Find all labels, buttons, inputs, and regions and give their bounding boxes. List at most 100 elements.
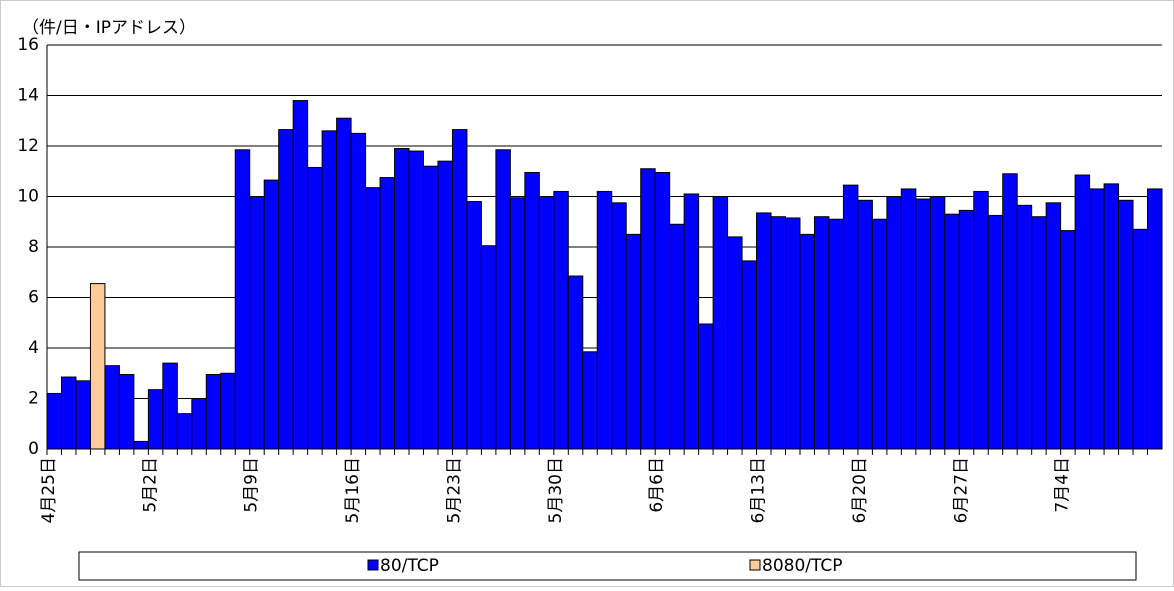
bar (770, 216, 787, 450)
bar (46, 392, 62, 450)
bar (538, 196, 555, 450)
y-tick-label: 14 (17, 86, 39, 106)
bar (654, 172, 671, 450)
x-tick-label: 7月4日 (1053, 457, 1073, 513)
bar (321, 130, 338, 450)
x-tick-label: 5月30日 (546, 457, 566, 523)
x-tick-label: 5月16日 (343, 457, 363, 523)
bar (596, 190, 613, 450)
legend-marker (749, 559, 761, 571)
bar (104, 365, 120, 450)
bar (495, 149, 511, 450)
bar (640, 168, 656, 450)
bar (828, 218, 844, 450)
bar (365, 187, 381, 450)
legend-label: 8080/TCP (762, 556, 843, 576)
bar (263, 179, 280, 450)
bar (900, 188, 917, 450)
x-tick-label: 6月20日 (850, 457, 870, 523)
bar (118, 374, 135, 450)
bar (886, 196, 902, 450)
bar (379, 177, 396, 450)
y-tick-label: 16 (17, 35, 39, 55)
bar (278, 129, 294, 450)
bar (466, 201, 482, 450)
x-tick-label: 5月23日 (444, 457, 464, 523)
bar (1016, 204, 1033, 450)
bar (683, 193, 700, 450)
bar (1074, 174, 1091, 450)
bar (727, 236, 743, 450)
bar (1045, 202, 1062, 450)
bar (451, 129, 468, 450)
bar (842, 184, 859, 450)
bar (394, 148, 410, 450)
bar (799, 233, 815, 450)
bar (625, 233, 642, 450)
y-tick-label: 12 (17, 136, 39, 156)
bar (958, 209, 975, 450)
bar (973, 190, 989, 450)
bar (75, 380, 91, 450)
y-axis-label: （件/日・IPアドレス） (22, 18, 196, 38)
bar (234, 149, 251, 450)
bar (89, 283, 106, 450)
bar (611, 202, 627, 450)
x-tick-label: 6月27日 (951, 457, 971, 523)
bar (582, 351, 598, 450)
bar (147, 389, 164, 450)
bar (756, 212, 772, 450)
bar (929, 196, 946, 450)
bar (205, 374, 222, 450)
bar (712, 196, 729, 450)
y-tick-label: 0 (28, 439, 39, 459)
bar (162, 362, 178, 450)
bar (60, 376, 77, 450)
bar (1089, 188, 1105, 450)
x-tick-label: 6月6日 (647, 457, 667, 513)
bar (813, 216, 830, 450)
bar (249, 196, 265, 450)
x-tick-label: 5月9日 (242, 457, 262, 513)
y-tick-label: 10 (17, 187, 39, 207)
bar (1147, 188, 1163, 450)
bar (220, 372, 236, 450)
bar (350, 132, 367, 450)
bar (1103, 183, 1120, 450)
bar (480, 245, 497, 450)
bar (1118, 199, 1134, 450)
bar (553, 190, 569, 450)
bar (509, 197, 526, 450)
bar (437, 160, 453, 450)
x-tick-label: 5月2日 (140, 457, 160, 513)
bar (191, 398, 207, 450)
legend-label: 80/TCP (380, 556, 439, 576)
legend-marker (367, 559, 379, 571)
bar (567, 275, 584, 450)
bar (1060, 230, 1076, 450)
y-tick-label: 8 (28, 237, 39, 257)
bar (524, 172, 540, 450)
bar (1002, 173, 1018, 450)
x-tick-label: 4月25日 (39, 457, 59, 523)
bar (292, 100, 309, 450)
bar (307, 166, 323, 450)
bar (408, 150, 424, 450)
bar (915, 198, 931, 450)
bar (741, 260, 758, 450)
bar (871, 218, 888, 450)
legend (78, 551, 1137, 581)
bar (133, 440, 149, 450)
y-tick-label: 4 (28, 338, 39, 358)
bar (785, 217, 801, 450)
bar (987, 214, 1004, 450)
bar (944, 213, 960, 450)
bar (336, 117, 352, 450)
bar (857, 199, 873, 450)
bar (1031, 216, 1047, 450)
bar (1132, 228, 1149, 450)
x-tick-label: 6月13日 (749, 457, 769, 523)
bar (422, 165, 439, 450)
bar (669, 223, 685, 450)
